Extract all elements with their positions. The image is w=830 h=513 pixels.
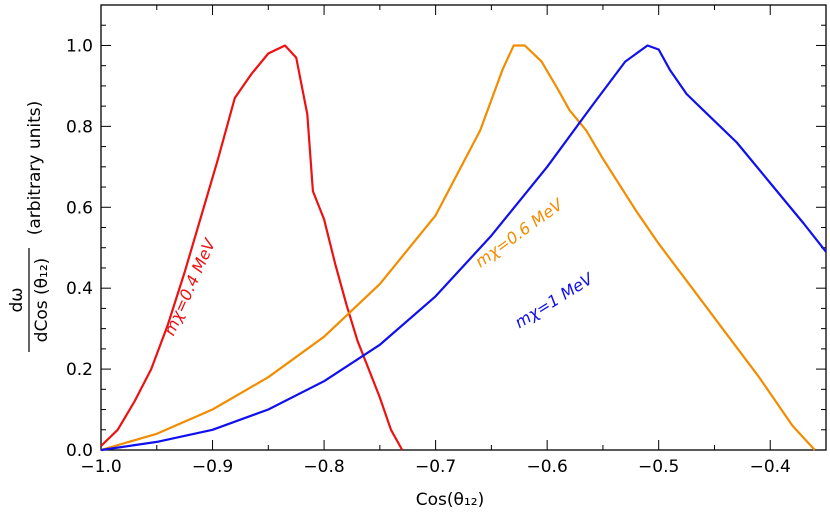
x-tick-label: −1.0: [80, 457, 121, 477]
curve-label-3: mχ=1 MeV: [511, 269, 597, 332]
x-tick-label: −0.4: [750, 457, 791, 477]
series-lines: [100, 44, 827, 452]
x-tick-label: −0.5: [638, 457, 679, 477]
y-tick-label: 0.0: [66, 441, 93, 461]
ticks: [100, 4, 827, 451]
y-axis-label-denominator: dCos (θ₁₂): [32, 258, 52, 343]
y-tick-label: 0.8: [66, 117, 93, 137]
series-line-2: [100, 44, 816, 452]
y-tick-label: 1.0: [66, 36, 93, 56]
x-tick-label: −0.7: [415, 457, 456, 477]
series-line-1: [100, 44, 404, 451]
x-axis-label: Cos(θ₁₂): [416, 490, 484, 510]
plot-frame: [100, 4, 827, 451]
x-tick-labels: −1.0 −0.9 −0.8 −0.7 −0.6 −0.5 −0.4: [80, 457, 791, 477]
y-tick-label: 0.4: [66, 279, 93, 299]
curve-label-2: mχ=0.6 MeV: [471, 194, 567, 271]
curve-label-1: mχ=0.4 MeV: [160, 235, 220, 338]
y-axis-label-numerator: dω: [7, 287, 27, 312]
series-line-3: [100, 44, 827, 452]
y-axis-label: dω dCos (θ₁₂) (arbitrary units): [7, 101, 52, 352]
y-tick-label: 0.2: [66, 360, 93, 380]
y-axis-label-suffix: (arbitrary units): [25, 101, 45, 236]
x-tick-label: −0.8: [303, 457, 344, 477]
x-tick-label: −0.6: [527, 457, 568, 477]
x-tick-label: −0.9: [192, 457, 233, 477]
y-tick-labels: 0.0 0.2 0.4 0.6 0.8 1.0: [66, 36, 93, 461]
y-tick-label: 0.6: [66, 198, 93, 218]
